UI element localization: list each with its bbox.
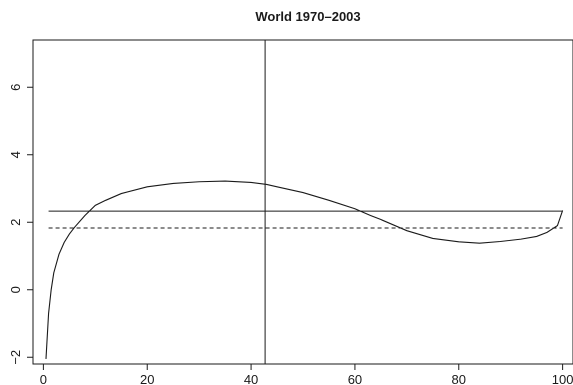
y-tick-label: 6 xyxy=(8,84,23,91)
x-axis: 0 20 40 60 80 100 xyxy=(40,363,573,385)
x-tick-label: 40 xyxy=(244,372,258,385)
y-tick-label: 0 xyxy=(8,286,23,293)
x-tick-label: 60 xyxy=(348,372,362,385)
x-tick-label: 100 xyxy=(552,372,573,385)
x-tick-label: 20 xyxy=(140,372,154,385)
y-tick-label: −2 xyxy=(8,350,23,365)
x-tick-label: 80 xyxy=(452,372,466,385)
plot-area xyxy=(45,40,564,364)
y-axis: −2 0 2 4 6 xyxy=(8,84,34,365)
y-tick-label: 2 xyxy=(8,219,23,226)
x-tick-label: 0 xyxy=(40,372,47,385)
plot-frame xyxy=(32,39,573,365)
y-tick-label: 4 xyxy=(8,151,23,158)
curve-line xyxy=(45,180,564,359)
chart-title: World 1970–2003 xyxy=(255,9,360,24)
